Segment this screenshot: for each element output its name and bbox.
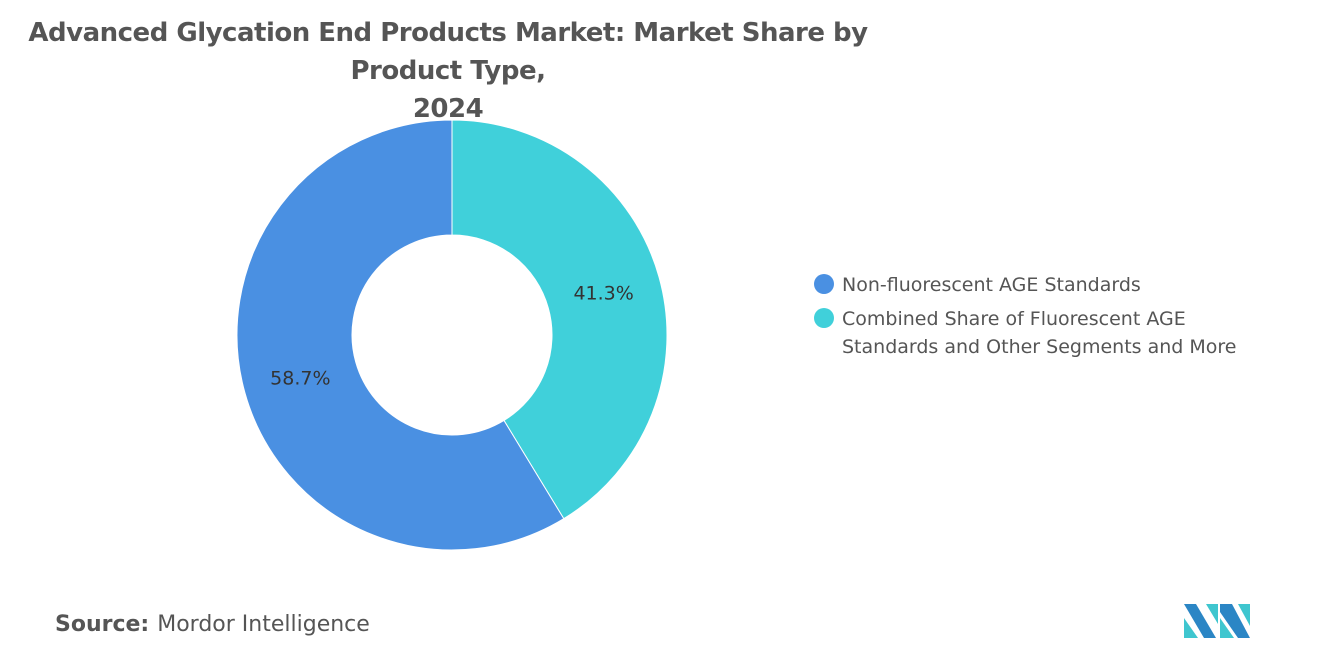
donut-slice-0 (236, 119, 565, 551)
donut-chart: 41.3% 58.7% (236, 119, 668, 551)
legend-item-non-fluorescent: Non-fluorescent AGE Standards (814, 271, 1262, 299)
data-label-1: 41.3% (573, 282, 633, 304)
mordor-intelligence-logo (1184, 604, 1250, 638)
legend-label: Combined Share of Fluorescent AGE Standa… (842, 305, 1262, 361)
legend-swatch (814, 274, 834, 294)
donut-slice-1 (451, 119, 668, 520)
data-label-0: 58.7% (270, 368, 330, 390)
legend-swatch (814, 308, 834, 328)
title-line-2: 2024 (412, 94, 484, 124)
source-value: Mordor Intelligence (157, 612, 370, 637)
legend: Non-fluorescent AGE Standards Combined S… (814, 271, 1262, 367)
legend-label: Non-fluorescent AGE Standards (842, 274, 1141, 296)
legend-item-combined-share: Combined Share of Fluorescent AGE Standa… (814, 305, 1262, 361)
source-label: Source: (55, 612, 150, 637)
legend-label-line: Combined Share of Fluorescent AGE (842, 308, 1186, 330)
title-line-1: Advanced Glycation End Products Market: … (28, 18, 868, 86)
source-note: Source: Mordor Intelligence (55, 612, 370, 637)
legend-label-line: Standards and Other Segments and More (842, 336, 1237, 358)
chart-title: Advanced Glycation End Products Market: … (0, 14, 896, 128)
